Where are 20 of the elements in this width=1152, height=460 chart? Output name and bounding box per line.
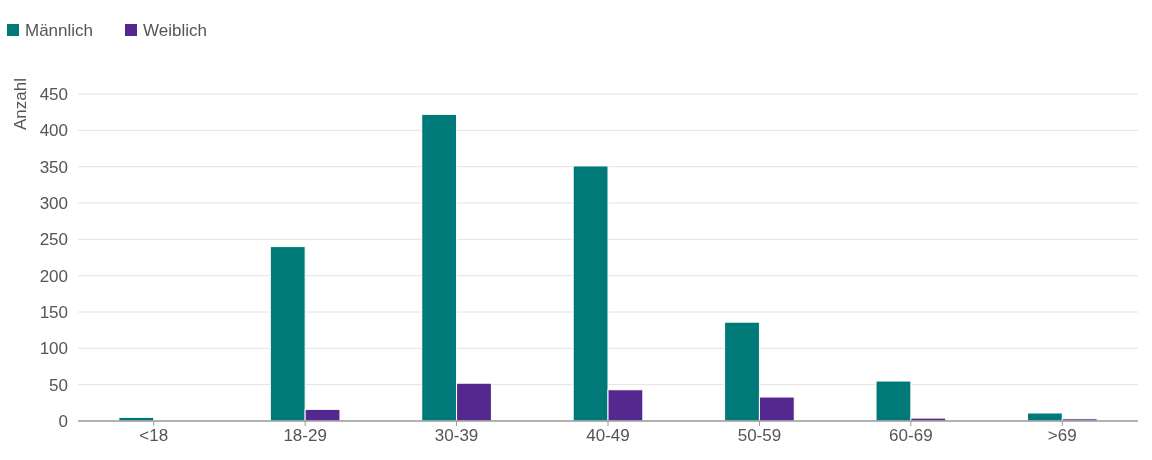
y-axis-title: Anzahl bbox=[11, 78, 30, 130]
y-tick-label: 200 bbox=[39, 266, 68, 286]
x-tick-label: 50-59 bbox=[737, 426, 782, 445]
y-tick-label: 250 bbox=[39, 230, 68, 250]
x-tick-label: >69 bbox=[1047, 426, 1077, 445]
x-tick-label: 18-29 bbox=[283, 426, 327, 445]
x-tick-label: 40-49 bbox=[586, 426, 630, 445]
x-tick-label: <18 bbox=[139, 426, 169, 445]
legend-label: Männlich bbox=[25, 20, 94, 40]
y-tick-label: 150 bbox=[39, 302, 68, 322]
y-tick-label: 300 bbox=[39, 193, 68, 213]
y-tick-label: 50 bbox=[49, 375, 68, 395]
y-tick-label: 400 bbox=[39, 121, 68, 141]
legend-label: Weiblich bbox=[143, 20, 207, 40]
y-tick-label: 450 bbox=[39, 84, 68, 104]
x-tick-label: 30-39 bbox=[434, 426, 479, 445]
y-tick-label: 350 bbox=[39, 157, 68, 177]
y-tick-label: 100 bbox=[39, 339, 68, 359]
y-tick-label: 0 bbox=[58, 411, 68, 431]
x-tick-label: 60-69 bbox=[889, 426, 933, 445]
